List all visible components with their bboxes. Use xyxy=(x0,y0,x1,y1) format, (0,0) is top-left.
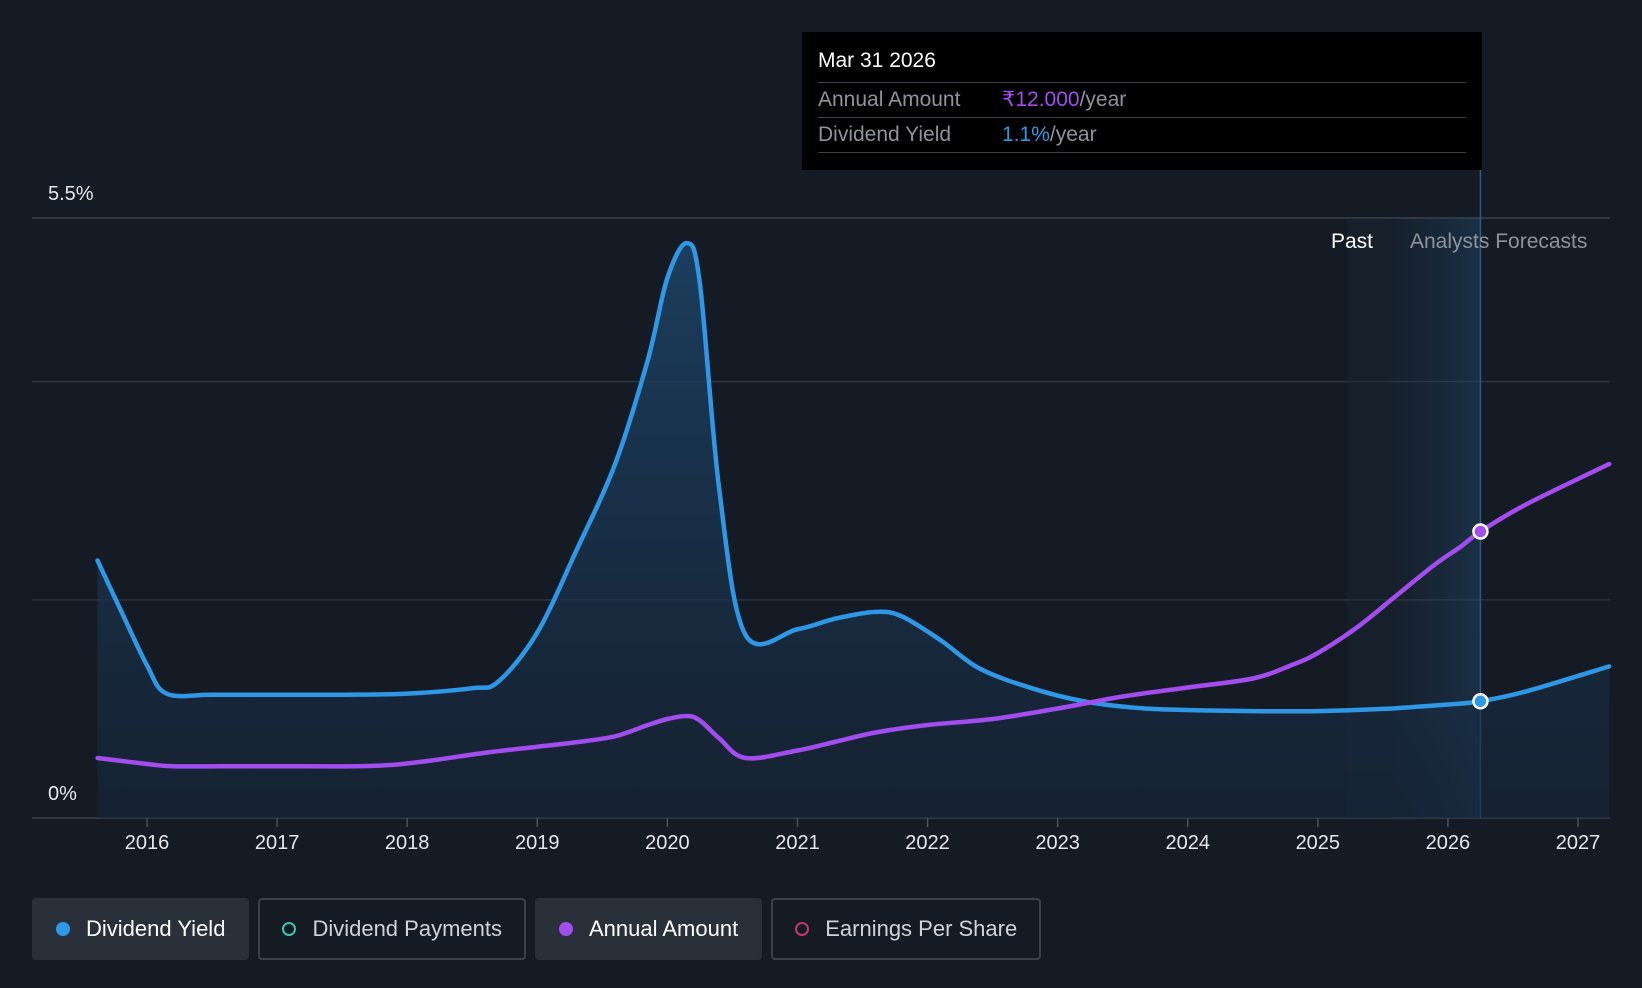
tooltip-annual-row: Annual Amount ₹12.000 /year xyxy=(818,83,1466,118)
x-tick-label-2019: 2019 xyxy=(515,832,560,854)
x-tick-label-2023: 2023 xyxy=(1035,832,1080,854)
legend-earnings-per-share-dot xyxy=(795,922,810,936)
tooltip-annual-value: ₹12.000 xyxy=(1002,88,1080,111)
legend-dividend-yield-dot xyxy=(56,922,70,936)
legend-dividend-payments-label: Dividend Payments xyxy=(312,916,502,941)
x-tick-label-2026: 2026 xyxy=(1425,832,1471,854)
tooltip-yield-row: Dividend Yield 1.1% /year xyxy=(818,118,1466,153)
x-tick-label-2018: 2018 xyxy=(384,832,430,854)
x-tick-label-2020: 2020 xyxy=(645,832,690,854)
area-fills xyxy=(97,243,1610,819)
legend-dividend-yield-button[interactable]: Dividend Yield xyxy=(32,898,250,960)
legend-dividend-payments-dot xyxy=(282,922,297,936)
legend: Dividend Yield Dividend Payments Annual … xyxy=(32,898,1042,960)
x-tick-label-2025: 2025 xyxy=(1295,832,1341,854)
past-label: Past xyxy=(1331,230,1374,253)
legend-annual-amount-label: Annual Amount xyxy=(588,916,739,941)
forecast-label: Analysts Forecasts xyxy=(1410,230,1588,253)
legend-earnings-per-share-label: Earnings Per Share xyxy=(825,916,1018,941)
tooltip-annual-label: Annual Amount xyxy=(818,88,961,111)
legend-dividend-payments-button[interactable]: Dividend Payments xyxy=(258,898,526,960)
x-tick-marks xyxy=(146,818,1579,827)
x-tick-label-2027: 2027 xyxy=(1555,832,1601,854)
annual-amount-line xyxy=(95,461,1612,769)
x-tick-label-2021: 2021 xyxy=(775,832,820,854)
tooltip-yield-unit: /year xyxy=(1049,123,1097,146)
y-tick-label-max: 5.5% xyxy=(48,183,94,205)
x-tick-label-2016: 2016 xyxy=(124,832,170,854)
x-tick-label-2017: 2017 xyxy=(254,832,300,854)
annual-amount-marker[interactable] xyxy=(1472,523,1489,540)
legend-earnings-per-share-button[interactable]: Earnings Per Share xyxy=(771,898,1042,960)
legend-annual-amount-dot xyxy=(558,922,573,936)
tooltip: Mar 31 2026 Annual Amount ₹12.000 /year … xyxy=(802,32,1482,170)
series-lines xyxy=(95,240,1612,769)
dividend-yield-marker[interactable] xyxy=(1472,693,1489,710)
tooltip-yield-label: Dividend Yield xyxy=(818,123,952,146)
dividend-yield-line xyxy=(95,240,1612,714)
tooltip-annual-unit: /year xyxy=(1079,88,1127,111)
tooltip-date: Mar 31 2026 xyxy=(818,46,1466,83)
legend-dividend-yield-label: Dividend Yield xyxy=(86,916,226,941)
x-tick-label-2022: 2022 xyxy=(905,832,950,854)
x-tick-label-2024: 2024 xyxy=(1165,832,1210,854)
y-tick-label-zero: 0% xyxy=(48,783,77,805)
legend-annual-amount-button[interactable]: Annual Amount xyxy=(534,898,763,960)
highlight-markers[interactable] xyxy=(1472,523,1489,710)
tooltip-yield-value: 1.1% xyxy=(1002,123,1050,146)
dividend-yield-area xyxy=(97,243,1610,819)
